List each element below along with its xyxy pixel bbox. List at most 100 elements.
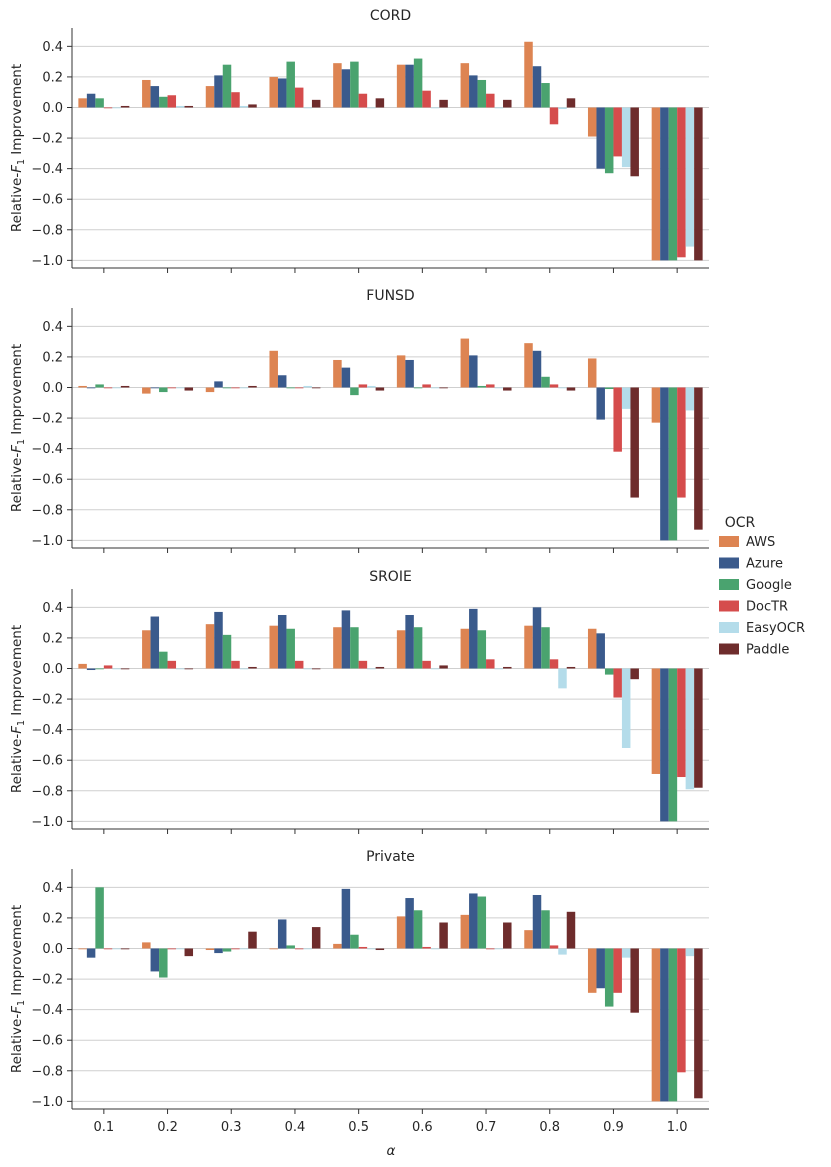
bar-doctr-0.5 (358, 93, 368, 108)
bar-doctr-0.5 (358, 946, 368, 949)
bar-doctr-0.4 (294, 87, 304, 108)
bar-google-0.5 (350, 627, 359, 669)
panel-title: Private (366, 849, 415, 865)
bar-azure-0.5 (341, 610, 351, 669)
bar-easyocr-1.0 (685, 387, 695, 411)
bar-easyocr-0.8 (558, 948, 567, 955)
bar-aws-1.0 (651, 948, 661, 1102)
bar-paddle-0.5 (375, 387, 385, 391)
y-tick-label: 0.4 (42, 320, 63, 335)
bar-easyocr-0.9 (621, 387, 631, 409)
bar-aws-0.7 (460, 628, 470, 669)
bar-doctr-0.5 (358, 384, 368, 388)
bar-paddle-0.8 (566, 666, 576, 669)
bar-aws-0.8 (524, 625, 533, 669)
bar-paddle-0.6 (439, 922, 448, 949)
legend-entries: AWS Azure Google DocTR EasyOCR Paddle (719, 535, 805, 658)
bar-doctr-0.3 (231, 387, 240, 389)
bar-azure-0.2 (150, 948, 160, 972)
bar-aws-0.4 (269, 625, 278, 669)
bar-google-1.0 (668, 107, 678, 261)
bar-paddle-0.1 (120, 948, 130, 950)
y-tick-label: −0.2 (31, 973, 63, 988)
bar-paddle-0.4 (311, 668, 321, 670)
y-axis-title-variable: F (9, 165, 25, 173)
bar-azure-0.1 (86, 387, 96, 389)
bar-azure-0.9 (596, 387, 605, 420)
bar-azure-0.1 (86, 668, 96, 671)
bar-azure-1.0 (660, 107, 669, 261)
y-tick-label: −1.0 (31, 1095, 63, 1110)
bar-doctr-0.6 (422, 90, 431, 108)
bar-easyocr-0.4 (303, 107, 312, 109)
bar-google-0.1 (95, 887, 104, 949)
bar-aws-0.3 (205, 948, 215, 951)
bar-google-0.4 (286, 628, 295, 669)
y-axis-title-variable: F (9, 1006, 25, 1014)
bar-google-0.4 (286, 945, 295, 949)
bar-google-0.9 (604, 107, 614, 174)
panel-funsd: FUNSD 0.4 0.2 0.0 −0.2 −0.4 −0.6 −0.8 −1.0 Relati… (9, 288, 709, 553)
bar-azure-0.9 (596, 948, 605, 989)
bar-azure-0.1 (86, 93, 96, 108)
legend-label-azure: Azure (746, 557, 783, 572)
bar-easyocr-0.9 (621, 948, 631, 958)
legend-swatch-google (719, 579, 739, 590)
bar-easyocr-0.8 (558, 387, 567, 389)
bar-azure-0.8 (532, 607, 542, 669)
bar-google-0.5 (350, 934, 359, 949)
bar-aws-0.5 (333, 63, 342, 108)
bar-google-0.6 (413, 387, 423, 389)
bar-paddle-0.4 (311, 99, 321, 108)
y-tick-label: 0.4 (42, 40, 63, 55)
bar-aws-0.4 (269, 350, 278, 388)
bar-paddle-0.1 (120, 385, 130, 388)
bar-azure-1.0 (660, 948, 669, 1102)
bar-easyocr-0.5 (367, 107, 376, 109)
y-tick-label: 0.0 (42, 381, 63, 396)
y-tick-label: −0.6 (31, 193, 63, 208)
y-axis-title-subscript: 1 (16, 159, 27, 165)
bar-aws-0.7 (460, 914, 470, 949)
y-axis-title-suffix: Improvement (9, 344, 25, 439)
bar-paddle-1.0 (694, 948, 703, 1099)
bar-google-1.0 (668, 948, 678, 1102)
bar-azure-0.7 (469, 355, 478, 388)
bar-google-0.7 (477, 630, 487, 669)
bar-paddle-0.3 (248, 931, 257, 949)
bar-aws-0.2 (142, 942, 151, 949)
bar-google-0.2 (159, 948, 168, 978)
bar-aws-0.5 (333, 627, 342, 669)
bar-doctr-0.7 (486, 659, 495, 669)
bar-google-0.1 (95, 668, 104, 670)
bar-paddle-1.0 (694, 387, 703, 530)
bar-paddle-1.0 (694, 107, 703, 261)
bar-paddle-0.7 (503, 99, 512, 108)
bar-doctr-0.2 (167, 387, 177, 389)
bar-paddle-0.2 (184, 668, 194, 670)
bar-google-0.5 (350, 387, 359, 396)
bar-google-0.2 (159, 96, 168, 108)
legend-label-paddle: Paddle (746, 643, 789, 658)
bar-google-0.7 (477, 385, 487, 388)
bar-aws-0.2 (142, 630, 151, 669)
bar-aws-0.6 (396, 64, 406, 108)
x-tick-label: 0.5 (348, 1120, 369, 1135)
bar-paddle-0.4 (311, 387, 321, 389)
bar-paddle-0.8 (566, 387, 576, 391)
bar-aws-1.0 (651, 387, 661, 423)
bar-easyocr-1.0 (685, 948, 695, 957)
y-tick-label: −0.2 (31, 132, 63, 147)
bar-azure-0.4 (277, 78, 287, 108)
bar-aws-0.3 (205, 624, 215, 669)
bar-aws-0.2 (142, 387, 151, 394)
bar-paddle-0.1 (120, 105, 130, 108)
bar-doctr-0.4 (294, 387, 304, 389)
bar-easyocr-0.2 (176, 105, 185, 108)
legend-label-doctr: DocTR (746, 600, 788, 615)
chart-panels: CORD 0.4 0.2 0.0 −0.2 −0.4 −0.6 −0.8 −1.0 Relativ… (9, 8, 709, 1135)
bar-azure-0.3 (214, 75, 223, 108)
bar-easyocr-0.7 (494, 107, 504, 109)
bar-aws-0.9 (587, 948, 597, 993)
